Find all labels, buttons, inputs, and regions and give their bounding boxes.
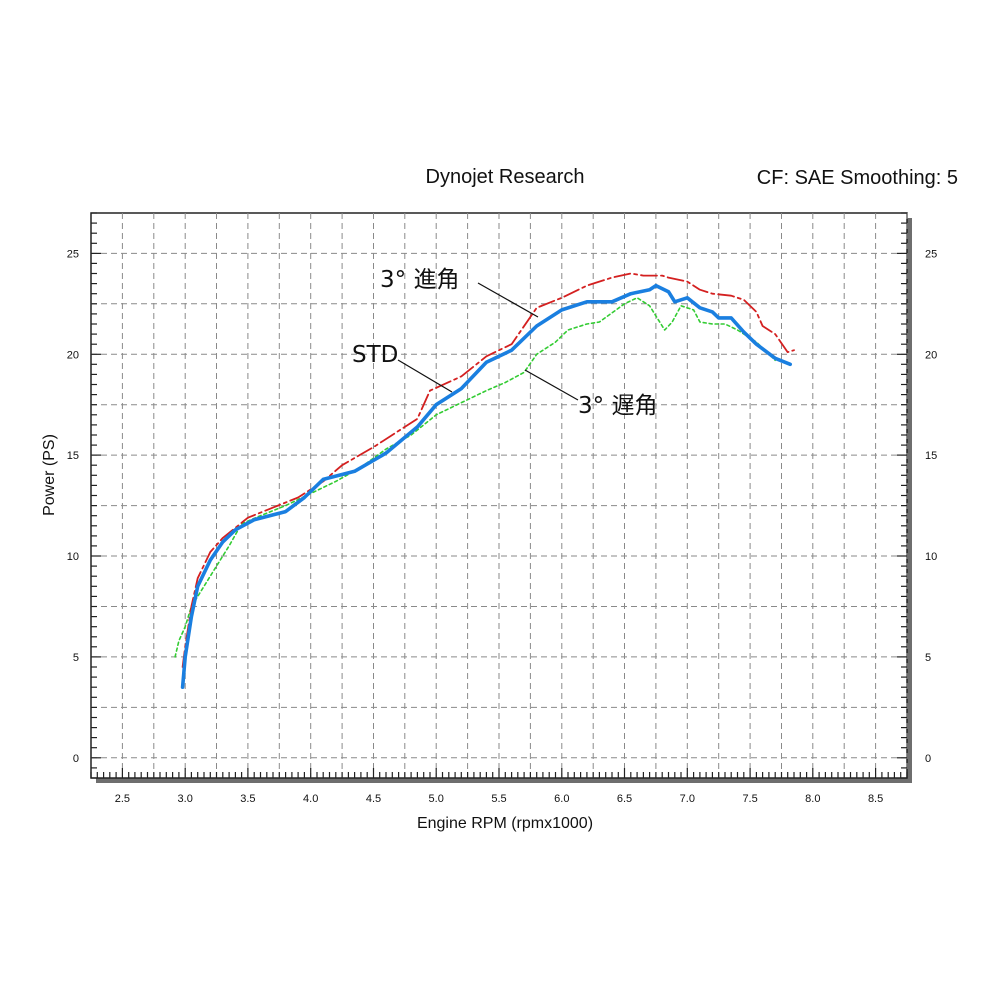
- annotation-leaders: [397, 282, 579, 401]
- annotation-retard: 3° 遅角: [578, 393, 657, 419]
- y-tick-label-left: 25: [67, 248, 79, 260]
- y-tick-label-left: 15: [67, 450, 79, 462]
- series-line-std: [180, 283, 792, 689]
- x-tick-label: 4.5: [366, 793, 381, 805]
- y-tick-label-right: 10: [925, 551, 937, 563]
- grid-lines: [91, 213, 908, 778]
- annotation-advance: 3° 進角: [380, 267, 459, 293]
- y-tick-label-right: 0: [925, 753, 931, 765]
- y-tick-label-right: 15: [925, 450, 937, 462]
- y-tick-label-left: 0: [73, 753, 79, 765]
- leader-line-std: [397, 359, 453, 393]
- x-tick-label: 3.0: [178, 793, 193, 805]
- x-tick-label: 8.0: [805, 793, 820, 805]
- y-tick-label-right: 20: [925, 349, 937, 361]
- chart-title: Dynojet Research: [426, 166, 585, 188]
- y-tick-label-left: 10: [67, 551, 79, 563]
- series-lines: [174, 272, 795, 689]
- y-tick-label-right: 25: [925, 248, 937, 260]
- x-tick-label: 8.5: [868, 793, 883, 805]
- x-tick-label: 2.5: [115, 793, 130, 805]
- y-tick-label-left: 20: [67, 349, 79, 361]
- x-tick-label: 5.0: [429, 793, 444, 805]
- x-tick-label: 7.0: [680, 793, 695, 805]
- x-tick-label: 7.5: [742, 793, 757, 805]
- x-axis-title: Engine RPM (rpmx1000): [417, 815, 593, 832]
- axis-ticks: 2.5 3.0 3.5 4.0 4.5 5.0 5.5 6.0 6.5 7.0 7.5 8.0 8.5 0…: [67, 212, 937, 805]
- x-tick-label: 5.5: [491, 793, 506, 805]
- leader-line-retard: [524, 369, 579, 401]
- chart-subtitle: CF: SAE Smoothing: 5: [757, 167, 958, 189]
- annotation-std: STD: [352, 342, 398, 368]
- x-tick-label: 3.5: [240, 793, 255, 805]
- y-tick-label-left: 5: [73, 652, 79, 664]
- series-line-retard: [174, 297, 776, 658]
- leader-line-advance: [477, 282, 539, 318]
- x-tick-label: 6.5: [617, 793, 632, 805]
- x-tick-label: 6.0: [554, 793, 569, 805]
- y-axis-title: Power (PS): [41, 434, 58, 516]
- series-line-advance: [181, 272, 795, 668]
- x-tick-label: 4.0: [303, 793, 318, 805]
- y-tick-label-right: 5: [925, 652, 931, 664]
